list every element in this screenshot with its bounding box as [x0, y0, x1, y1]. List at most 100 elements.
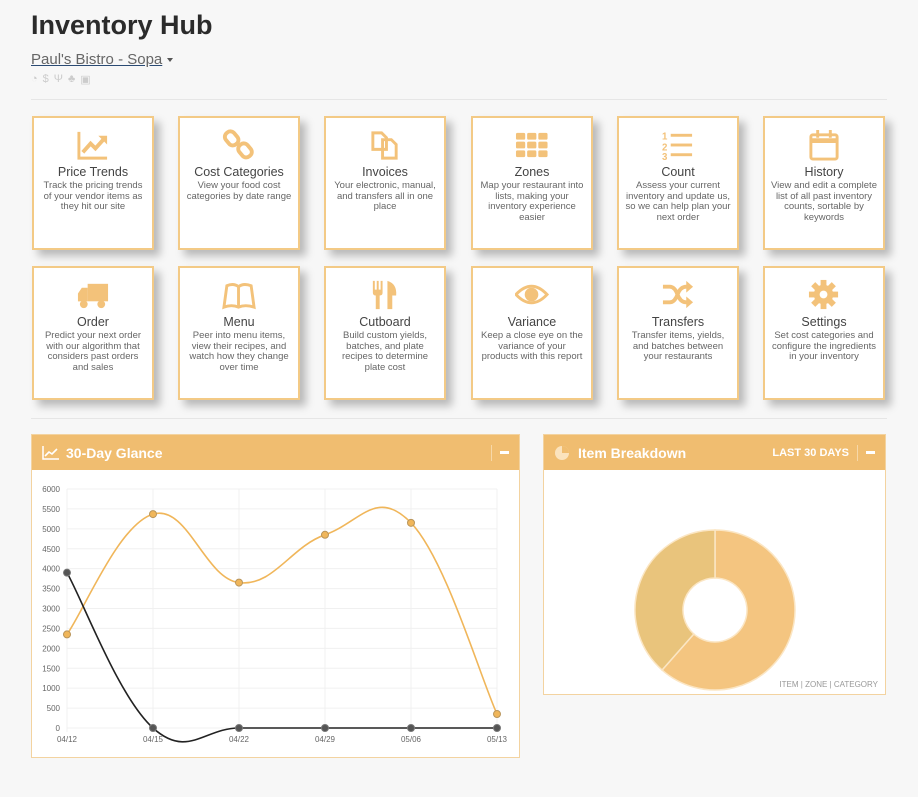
x-tick-label: 05/13	[487, 735, 508, 744]
quick-nav-icons: ◔ $ Ψ ♣ ▣	[31, 73, 91, 86]
series-2-point[interactable]	[493, 724, 501, 732]
chevron-down-icon[interactable]	[167, 58, 173, 62]
y-tick-label: 6000	[42, 485, 60, 494]
tile-description: Peer into menu items, view their recipes…	[189, 330, 289, 373]
tile-description: Set cost categories and configure the in…	[771, 330, 877, 362]
line-chart-icon	[77, 131, 108, 160]
y-tick-label: 4000	[42, 565, 60, 574]
tile-menu[interactable]: Menu Peer into menu items, view their re…	[178, 266, 300, 400]
link-icon	[222, 129, 254, 160]
x-tick-label: 04/15	[143, 735, 164, 744]
tile-title: Cutboard	[359, 315, 411, 329]
tile-title: Order	[77, 315, 109, 329]
tile-title: Transfers	[651, 315, 705, 329]
calendar-icon	[809, 129, 839, 161]
tile-description: Transfer items, yields, and batches betw…	[631, 330, 725, 362]
view-category-link[interactable]: CATEGORY	[833, 680, 878, 689]
series-1-point[interactable]	[493, 710, 501, 719]
grid-icon	[515, 132, 548, 158]
y-tick-label: 0	[56, 724, 61, 733]
files-icon	[371, 131, 398, 160]
series-2-point[interactable]	[321, 724, 329, 732]
tile-description: View and edit a complete list of all pas…	[771, 180, 877, 223]
tile-title: Invoices	[362, 165, 408, 179]
cutlery-icon	[372, 280, 397, 310]
series-1-point[interactable]	[235, 578, 243, 587]
tile-description: Map your restaurant into lists, making y…	[480, 180, 584, 223]
shuffle-icon	[662, 280, 694, 309]
divider	[31, 418, 887, 419]
svg-text:2: 2	[662, 142, 668, 153]
pie-chart-icon	[555, 445, 569, 460]
y-tick-label: 4500	[42, 545, 60, 554]
tile-description: Track the pricing trends of your vendor …	[43, 180, 143, 212]
money-icon[interactable]: ▣	[80, 74, 91, 86]
y-tick-label: 3000	[42, 605, 60, 614]
panel-title: Item Breakdown	[578, 444, 687, 461]
line-chart: 0 500 1000 1500 2000 2500 3000 3500 4000 4500 5000…	[42, 485, 508, 744]
line-chart-icon	[42, 445, 59, 460]
series-1-point[interactable]	[149, 510, 157, 519]
minimize-button[interactable]	[500, 451, 509, 454]
series-2-point[interactable]	[407, 724, 415, 732]
tile-title: Variance	[507, 315, 557, 329]
tile-title: History	[804, 165, 844, 179]
view-zone-link[interactable]: ZONE |	[805, 680, 832, 689]
tile-invoices[interactable]: Invoices Your electronic, manual, and tr…	[324, 116, 446, 250]
series-1-line	[66, 506, 498, 715]
tile-description: Assess your current inventory and update…	[625, 180, 731, 223]
tile-cutboard[interactable]: Cutboard Build custom yields, batches, a…	[324, 266, 446, 400]
y-tick-label: 5500	[42, 505, 60, 514]
panel-title: 30-Day Glance	[66, 444, 163, 461]
tile-transfers[interactable]: Transfers Transfer items, yields, and ba…	[617, 266, 739, 400]
series-1-point[interactable]	[63, 630, 71, 639]
tile-description: Predict your next order with our algorit…	[44, 330, 142, 373]
series-2-point[interactable]	[149, 724, 157, 732]
tile-history[interactable]: History View and edit a complete list of…	[763, 116, 885, 250]
svg-text:3: 3	[662, 152, 668, 162]
breakdown-panel: Item Breakdown LAST 30 DAYS ITEM | ZONE …	[543, 434, 886, 695]
series-2-line	[66, 572, 497, 743]
x-tick-label: 04/29	[315, 735, 336, 744]
date-range-selector[interactable]: LAST 30 DAYS	[772, 446, 849, 459]
x-tick-label: 05/06	[401, 735, 422, 744]
tile-settings[interactable]: Settings Set cost categories and configu…	[763, 266, 885, 400]
series-1-point[interactable]	[321, 530, 329, 539]
minimize-button[interactable]	[866, 451, 875, 454]
book-icon	[222, 283, 256, 310]
y-tick-label: 5000	[42, 525, 60, 534]
tile-title: Zones	[514, 165, 550, 179]
truck-icon	[77, 283, 109, 309]
tile-description: Keep a close eye on the variance of your…	[481, 330, 583, 362]
tile-order[interactable]: Order Predict your next order with our a…	[32, 266, 154, 400]
donut-slice[interactable]	[634, 529, 716, 672]
svg-text:1: 1	[662, 132, 668, 143]
tile-cost-categories[interactable]: Cost Categories View your food cost cate…	[178, 116, 300, 250]
y-tick-label: 1000	[42, 684, 60, 693]
numbered-list-icon: 123	[662, 132, 693, 162]
tile-title: Count	[661, 165, 695, 179]
tile-variance[interactable]: Variance Keep a close eye on the varianc…	[471, 266, 593, 400]
series-2-point[interactable]	[63, 568, 71, 577]
dollar-icon[interactable]: $	[42, 73, 49, 85]
tile-zones[interactable]: Zones Map your restaurant into lists, ma…	[471, 116, 593, 250]
page-title: Inventory Hub	[31, 10, 213, 40]
tile-description: Your electronic, manual, and transfers a…	[334, 180, 436, 212]
donut-slice[interactable]	[661, 529, 796, 691]
tile-price-trends[interactable]: Price Trends Track the pricing trends of…	[32, 116, 154, 250]
y-tick-label: 3500	[42, 585, 60, 594]
view-item-link[interactable]: ITEM |	[779, 680, 803, 689]
dashboard-icon[interactable]: ◔	[31, 73, 38, 85]
divider	[31, 99, 887, 100]
series-1-point[interactable]	[407, 518, 415, 527]
x-tick-label: 04/22	[229, 735, 250, 744]
users-icon[interactable]: ♣	[67, 73, 76, 85]
tile-title: Menu	[223, 315, 255, 329]
restaurant-selector[interactable]: Paul's Bistro - Sopa	[31, 51, 163, 68]
tile-title: Settings	[801, 315, 847, 329]
donut-chart	[634, 529, 796, 691]
tile-title: Cost Categories	[194, 165, 284, 179]
series-2-point[interactable]	[235, 724, 243, 732]
utensils-icon[interactable]: Ψ	[53, 73, 63, 85]
